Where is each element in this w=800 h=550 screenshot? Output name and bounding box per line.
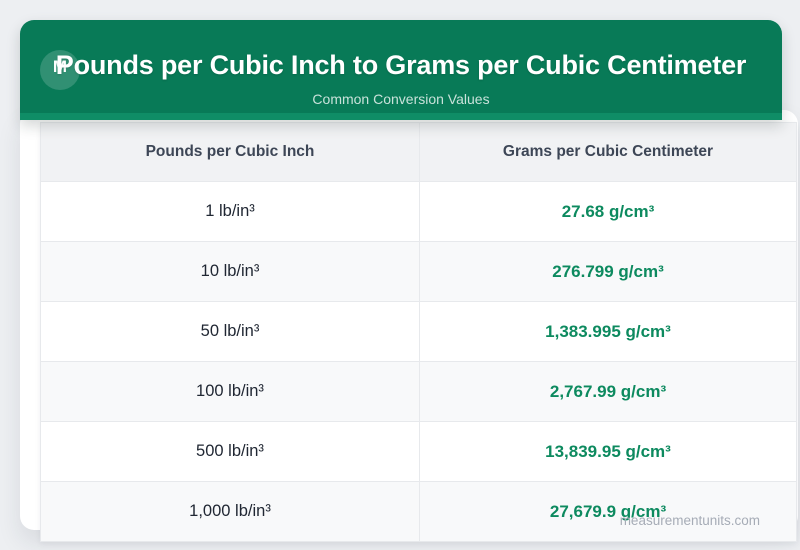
table-header-row: Pounds per Cubic Inch Grams per Cubic Ce… xyxy=(41,123,796,181)
table-row: 1 lb/in³ 27.68 g/cm³ xyxy=(41,181,796,241)
conversion-table-body: 1 lb/in³ 27.68 g/cm³ 10 lb/in³ 276.799 g… xyxy=(41,181,796,541)
conversion-table: Pounds per Cubic Inch Grams per Cubic Ce… xyxy=(40,122,797,542)
cell-pounds-value: 1 lb/in³ xyxy=(41,182,420,241)
table-row: 1,000 lb/in³ 27,679.9 g/cm³ xyxy=(41,481,796,541)
column-header-pounds: Pounds per Cubic Inch xyxy=(41,123,420,181)
cell-pounds-value: 50 lb/in³ xyxy=(41,302,420,361)
cell-grams-value: 1,383.995 g/cm³ xyxy=(545,321,671,341)
cell-grams-value: 27,679.9 g/cm³ xyxy=(549,501,667,521)
cell-pounds-value: 100 lb/in³ xyxy=(41,362,420,421)
cell-pounds-value: 500 lb/in³ xyxy=(41,422,420,481)
column-header-grams: Grams per Cubic Centimeter xyxy=(502,143,714,160)
header-banner: M Pounds per Cubic Inch to Grams per Cub… xyxy=(20,20,782,120)
cell-grams-value: 2,767.99 g/cm³ xyxy=(549,381,667,401)
page-subtitle: Common Conversion Values xyxy=(312,91,490,107)
cell-pounds-value: 10 lb/in³ xyxy=(41,242,420,301)
cell-pounds-value: 1,000 lb/in³ xyxy=(41,482,420,541)
brand-badge: M xyxy=(40,50,80,90)
table-row: 50 lb/in³ 1,383.995 g/cm³ xyxy=(41,301,796,361)
page-title: Pounds per Cubic Inch to Grams per Cubic… xyxy=(55,50,747,80)
brand-badge-letter: M xyxy=(52,57,68,76)
watermark-text: measurementunits.com xyxy=(619,513,760,528)
cell-grams-value: 27.68 g/cm³ xyxy=(561,201,655,221)
table-row: 100 lb/in³ 2,767.99 g/cm³ xyxy=(41,361,796,421)
cell-grams-value: 276.799 g/cm³ xyxy=(552,261,664,281)
table-row: 500 lb/in³ 13,839.95 g/cm³ xyxy=(41,421,796,481)
table-row: 10 lb/in³ 276.799 g/cm³ xyxy=(41,241,796,301)
cell-grams-value: 13,839.95 g/cm³ xyxy=(545,441,671,461)
